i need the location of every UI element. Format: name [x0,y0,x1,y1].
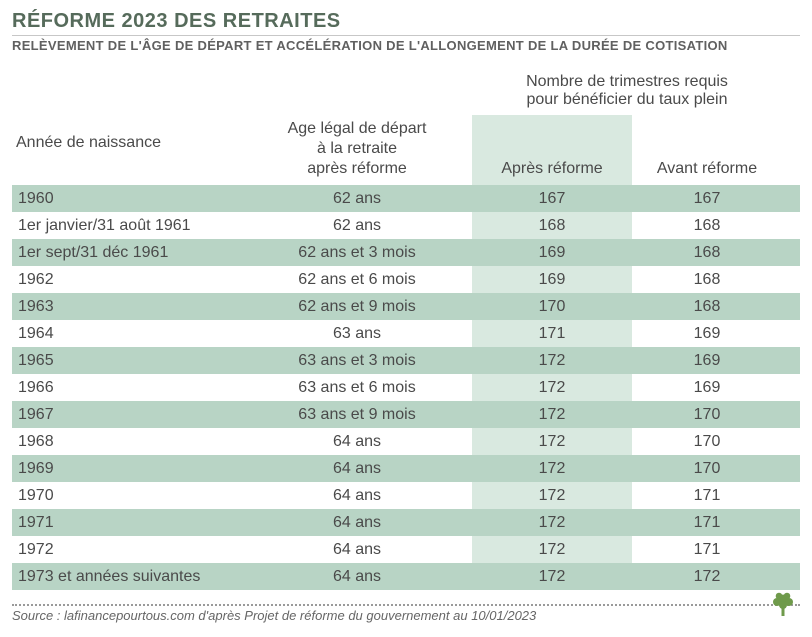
cell-after: 167 [472,190,632,208]
table-row: 196663 ans et 6 mois172169 [12,374,800,401]
cell-before: 169 [632,379,782,397]
cell-year: 1964 [12,325,242,343]
table-row: 196262 ans et 6 mois169168 [12,266,800,293]
header-super-trimestres: Nombre de trimestres requispour bénéfici… [472,73,782,109]
cell-year: 1968 [12,433,242,451]
page-subtitle: RELÈVEMENT DE L'ÂGE DE DÉPART ET ACCÉLÉR… [12,38,800,53]
cell-age: 63 ans et 3 mois [242,352,472,370]
cell-after: 169 [472,244,632,262]
table-row: 196362 ans et 9 mois170168 [12,293,800,320]
table-row: 197064 ans172171 [12,482,800,509]
cell-before: 169 [632,352,782,370]
cell-after: 172 [472,487,632,505]
cell-before: 167 [632,190,782,208]
cell-before: 168 [632,244,782,262]
cell-age: 62 ans [242,217,472,235]
cell-year: 1972 [12,541,242,559]
table-row: 196763 ans et 9 mois172170 [12,401,800,428]
cell-age: 64 ans [242,541,472,559]
table-row: 197264 ans172171 [12,536,800,563]
cell-age: 62 ans et 3 mois [242,244,472,262]
tree-logo-icon [768,588,798,623]
cell-after: 170 [472,298,632,316]
header-after: Après réforme [472,159,632,179]
header-year: Année de naissance [12,133,242,153]
cell-before: 168 [632,217,782,235]
cell-after: 172 [472,568,632,586]
table-row: 196964 ans172170 [12,455,800,482]
table-row: 1973 et années suivantes64 ans172172 [12,563,800,590]
cell-age: 62 ans et 6 mois [242,271,472,289]
cell-after: 169 [472,271,632,289]
table-row: 196563 ans et 3 mois172169 [12,347,800,374]
cell-age: 62 ans et 9 mois [242,298,472,316]
cell-age: 64 ans [242,568,472,586]
cell-year: 1966 [12,379,242,397]
cell-before: 172 [632,568,782,586]
table-row: 196062 ans167167 [12,185,800,212]
cell-year: 1973 et années suivantes [12,568,242,586]
cell-before: 168 [632,298,782,316]
cell-year: 1965 [12,352,242,370]
source-line: Source : lafinancepourtous.com d'après P… [12,606,800,623]
cell-year: 1960 [12,190,242,208]
cell-after: 172 [472,514,632,532]
table-row: 196463 ans171169 [12,320,800,347]
cell-after: 172 [472,352,632,370]
cell-age: 62 ans [242,190,472,208]
cell-year: 1967 [12,406,242,424]
cell-after: 172 [472,379,632,397]
cell-year: 1963 [12,298,242,316]
cell-year: 1er janvier/31 août 1961 [12,217,242,235]
cell-year: 1er sept/31 déc 1961 [12,244,242,262]
table-body: 196062 ans1671671er janvier/31 août 1961… [12,185,800,590]
cell-before: 170 [632,460,782,478]
cell-before: 171 [632,487,782,505]
cell-age: 63 ans et 9 mois [242,406,472,424]
retirement-table: Nombre de trimestres requispour bénéfici… [12,75,800,590]
cell-year: 1970 [12,487,242,505]
cell-year: 1962 [12,271,242,289]
cell-before: 170 [632,433,782,451]
cell-before: 171 [632,514,782,532]
cell-before: 171 [632,541,782,559]
cell-age: 64 ans [242,460,472,478]
cell-before: 169 [632,325,782,343]
cell-after: 172 [472,406,632,424]
page-title: RÉFORME 2023 DES RETRAITES [12,10,800,36]
cell-before: 168 [632,271,782,289]
cell-year: 1971 [12,514,242,532]
cell-age: 64 ans [242,487,472,505]
table-row: 1er janvier/31 août 196162 ans168168 [12,212,800,239]
table-row: 197164 ans172171 [12,509,800,536]
cell-age: 63 ans [242,325,472,343]
table-row: 196864 ans172170 [12,428,800,455]
cell-year: 1969 [12,460,242,478]
cell-after: 172 [472,541,632,559]
cell-after: 171 [472,325,632,343]
cell-age: 63 ans et 6 mois [242,379,472,397]
cell-age: 64 ans [242,514,472,532]
table-header: Nombre de trimestres requispour bénéfici… [12,75,800,185]
cell-after: 168 [472,217,632,235]
cell-after: 172 [472,460,632,478]
header-before: Avant réforme [632,159,782,179]
cell-age: 64 ans [242,433,472,451]
table-row: 1er sept/31 déc 196162 ans et 3 mois1691… [12,239,800,266]
cell-after: 172 [472,433,632,451]
header-age: Age légal de départà la retraiteaprès ré… [242,119,472,179]
cell-before: 170 [632,406,782,424]
